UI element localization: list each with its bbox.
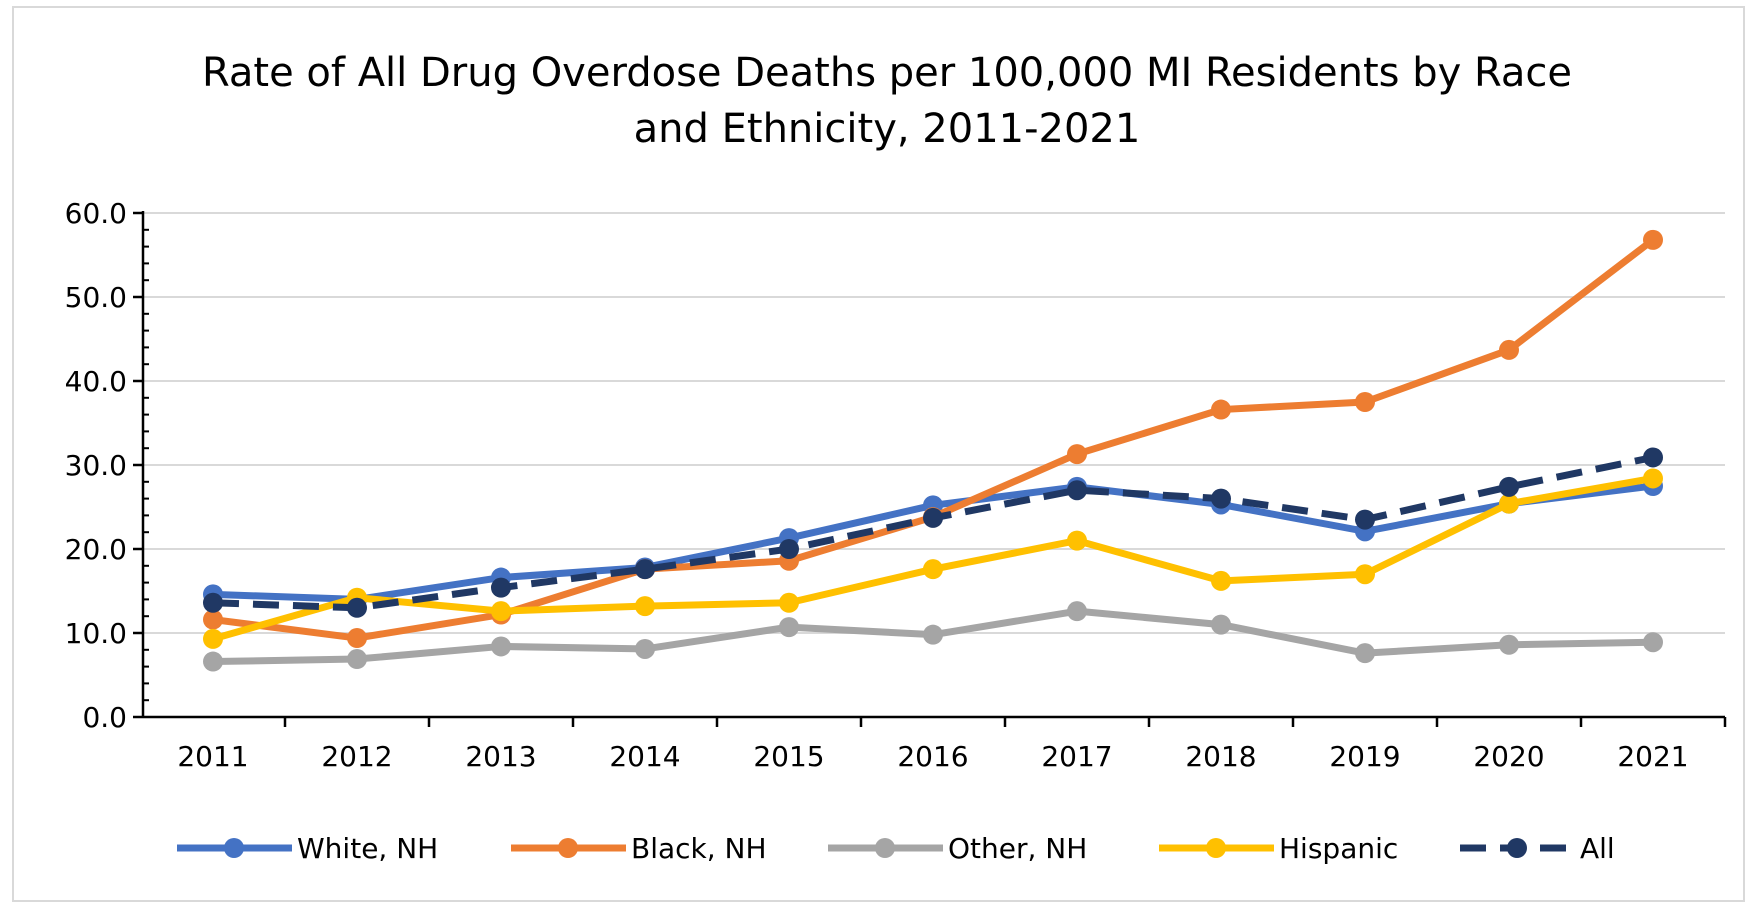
- data-point-hispanic: [1355, 564, 1375, 585]
- chart-title-line-2: and Ethnicity, 2011-2021: [634, 106, 1141, 152]
- data-point-hispanic: [1067, 530, 1087, 551]
- legend-item-all: All: [1460, 832, 1615, 865]
- data-point-hispanic: [635, 596, 655, 617]
- legend-item-black-nh: Black, NH: [511, 832, 767, 865]
- x-tick-label: 2020: [1473, 740, 1544, 773]
- data-point-other-nh: [347, 649, 367, 670]
- legend-label-white-nh: White, NH: [297, 832, 438, 865]
- data-point-other-nh: [923, 624, 943, 645]
- legend-marker-all: [1507, 838, 1527, 858]
- data-point-all: [1355, 509, 1375, 530]
- data-point-hispanic: [779, 592, 799, 613]
- y-tick-label: 60.0: [65, 197, 127, 230]
- x-tick-label: 2016: [897, 740, 968, 773]
- axes: [133, 211, 1727, 727]
- legend-label-black-nh: Black, NH: [631, 832, 767, 865]
- data-point-all: [1499, 476, 1519, 497]
- data-point-hispanic: [203, 628, 223, 649]
- data-point-all: [1643, 447, 1663, 468]
- y-tick-label: 0.0: [82, 701, 127, 734]
- legend-marker-white-nh: [224, 838, 244, 858]
- legend-label-all: All: [1580, 832, 1615, 865]
- y-tick-label: 50.0: [65, 281, 127, 314]
- x-tick-label: 2015: [753, 740, 824, 773]
- data-point-all: [1067, 480, 1087, 501]
- y-tick-label: 10.0: [65, 617, 127, 650]
- data-point-black-nh: [1355, 392, 1375, 412]
- data-point-other-nh: [203, 651, 223, 672]
- x-tick-label: 2017: [1041, 740, 1112, 773]
- series-other-nh: [203, 601, 1663, 672]
- chart-title-line-1: Rate of All Drug Overdose Deaths per 100…: [202, 50, 1572, 96]
- series-lines: [203, 229, 1663, 672]
- data-point-black-nh: [1643, 229, 1663, 250]
- series-white-nh: [203, 476, 1663, 610]
- data-point-other-nh: [1067, 601, 1087, 622]
- data-point-hispanic: [1211, 570, 1231, 591]
- x-tick-label: 2014: [609, 740, 680, 773]
- data-point-all: [491, 577, 511, 598]
- series-black-nh: [203, 229, 1663, 649]
- legend-marker-black-nh: [558, 838, 578, 858]
- data-point-all: [203, 592, 223, 613]
- x-tick-label: 2021: [1617, 740, 1688, 773]
- data-point-all: [635, 559, 655, 580]
- x-tick-label: 2011: [177, 740, 248, 773]
- x-tick-label: 2018: [1185, 740, 1256, 773]
- data-point-black-nh: [1067, 444, 1087, 465]
- x-tick-labels: 2011 2012 2013 2014 2015 2016 2017 2018 2019 2020…: [177, 740, 1688, 773]
- y-tick-labels: 0.0 10.0 20.0 30.0 40.0 50.0 60.0: [65, 197, 127, 734]
- data-point-black-nh: [1499, 339, 1519, 360]
- legend-marker-hispanic: [1206, 838, 1226, 858]
- data-point-all: [779, 539, 799, 559]
- legend-label-hispanic: Hispanic: [1279, 832, 1398, 865]
- data-point-hispanic: [923, 559, 943, 580]
- series-all: [203, 447, 1663, 618]
- data-point-other-nh: [779, 617, 799, 638]
- data-point-all: [347, 597, 367, 618]
- data-point-black-nh: [203, 609, 223, 630]
- legend-marker-other-nh: [875, 838, 895, 858]
- y-tick-label: 30.0: [65, 449, 127, 482]
- legend-item-other-nh: Other, NH: [828, 832, 1087, 865]
- legend-item-white-nh: White, NH: [177, 832, 438, 865]
- x-tick-label: 2012: [321, 740, 392, 773]
- y-tick-label: 40.0: [65, 365, 127, 398]
- data-point-other-nh: [635, 638, 655, 659]
- data-point-hispanic: [1643, 468, 1663, 489]
- data-point-other-nh: [1355, 643, 1375, 664]
- data-point-other-nh: [1643, 632, 1663, 653]
- data-point-hispanic: [491, 601, 511, 622]
- legend-item-hispanic: Hispanic: [1159, 832, 1398, 865]
- data-point-all: [1211, 488, 1231, 509]
- data-point-black-nh: [1211, 399, 1231, 420]
- y-tick-label: 20.0: [65, 533, 127, 566]
- data-point-hispanic: [1499, 493, 1519, 514]
- data-point-other-nh: [491, 636, 511, 657]
- data-point-other-nh: [1499, 634, 1519, 655]
- chart-frame: [12, 6, 1745, 902]
- legend-label-other-nh: Other, NH: [948, 832, 1087, 865]
- series-hispanic: [203, 468, 1663, 649]
- x-tick-label: 2013: [465, 740, 536, 773]
- data-point-all: [923, 507, 943, 528]
- legend: White, NH Black, NH Other, NH Hispanic All: [177, 832, 1615, 865]
- data-point-black-nh: [347, 628, 367, 649]
- data-point-other-nh: [1211, 614, 1231, 635]
- x-tick-label: 2019: [1329, 740, 1400, 773]
